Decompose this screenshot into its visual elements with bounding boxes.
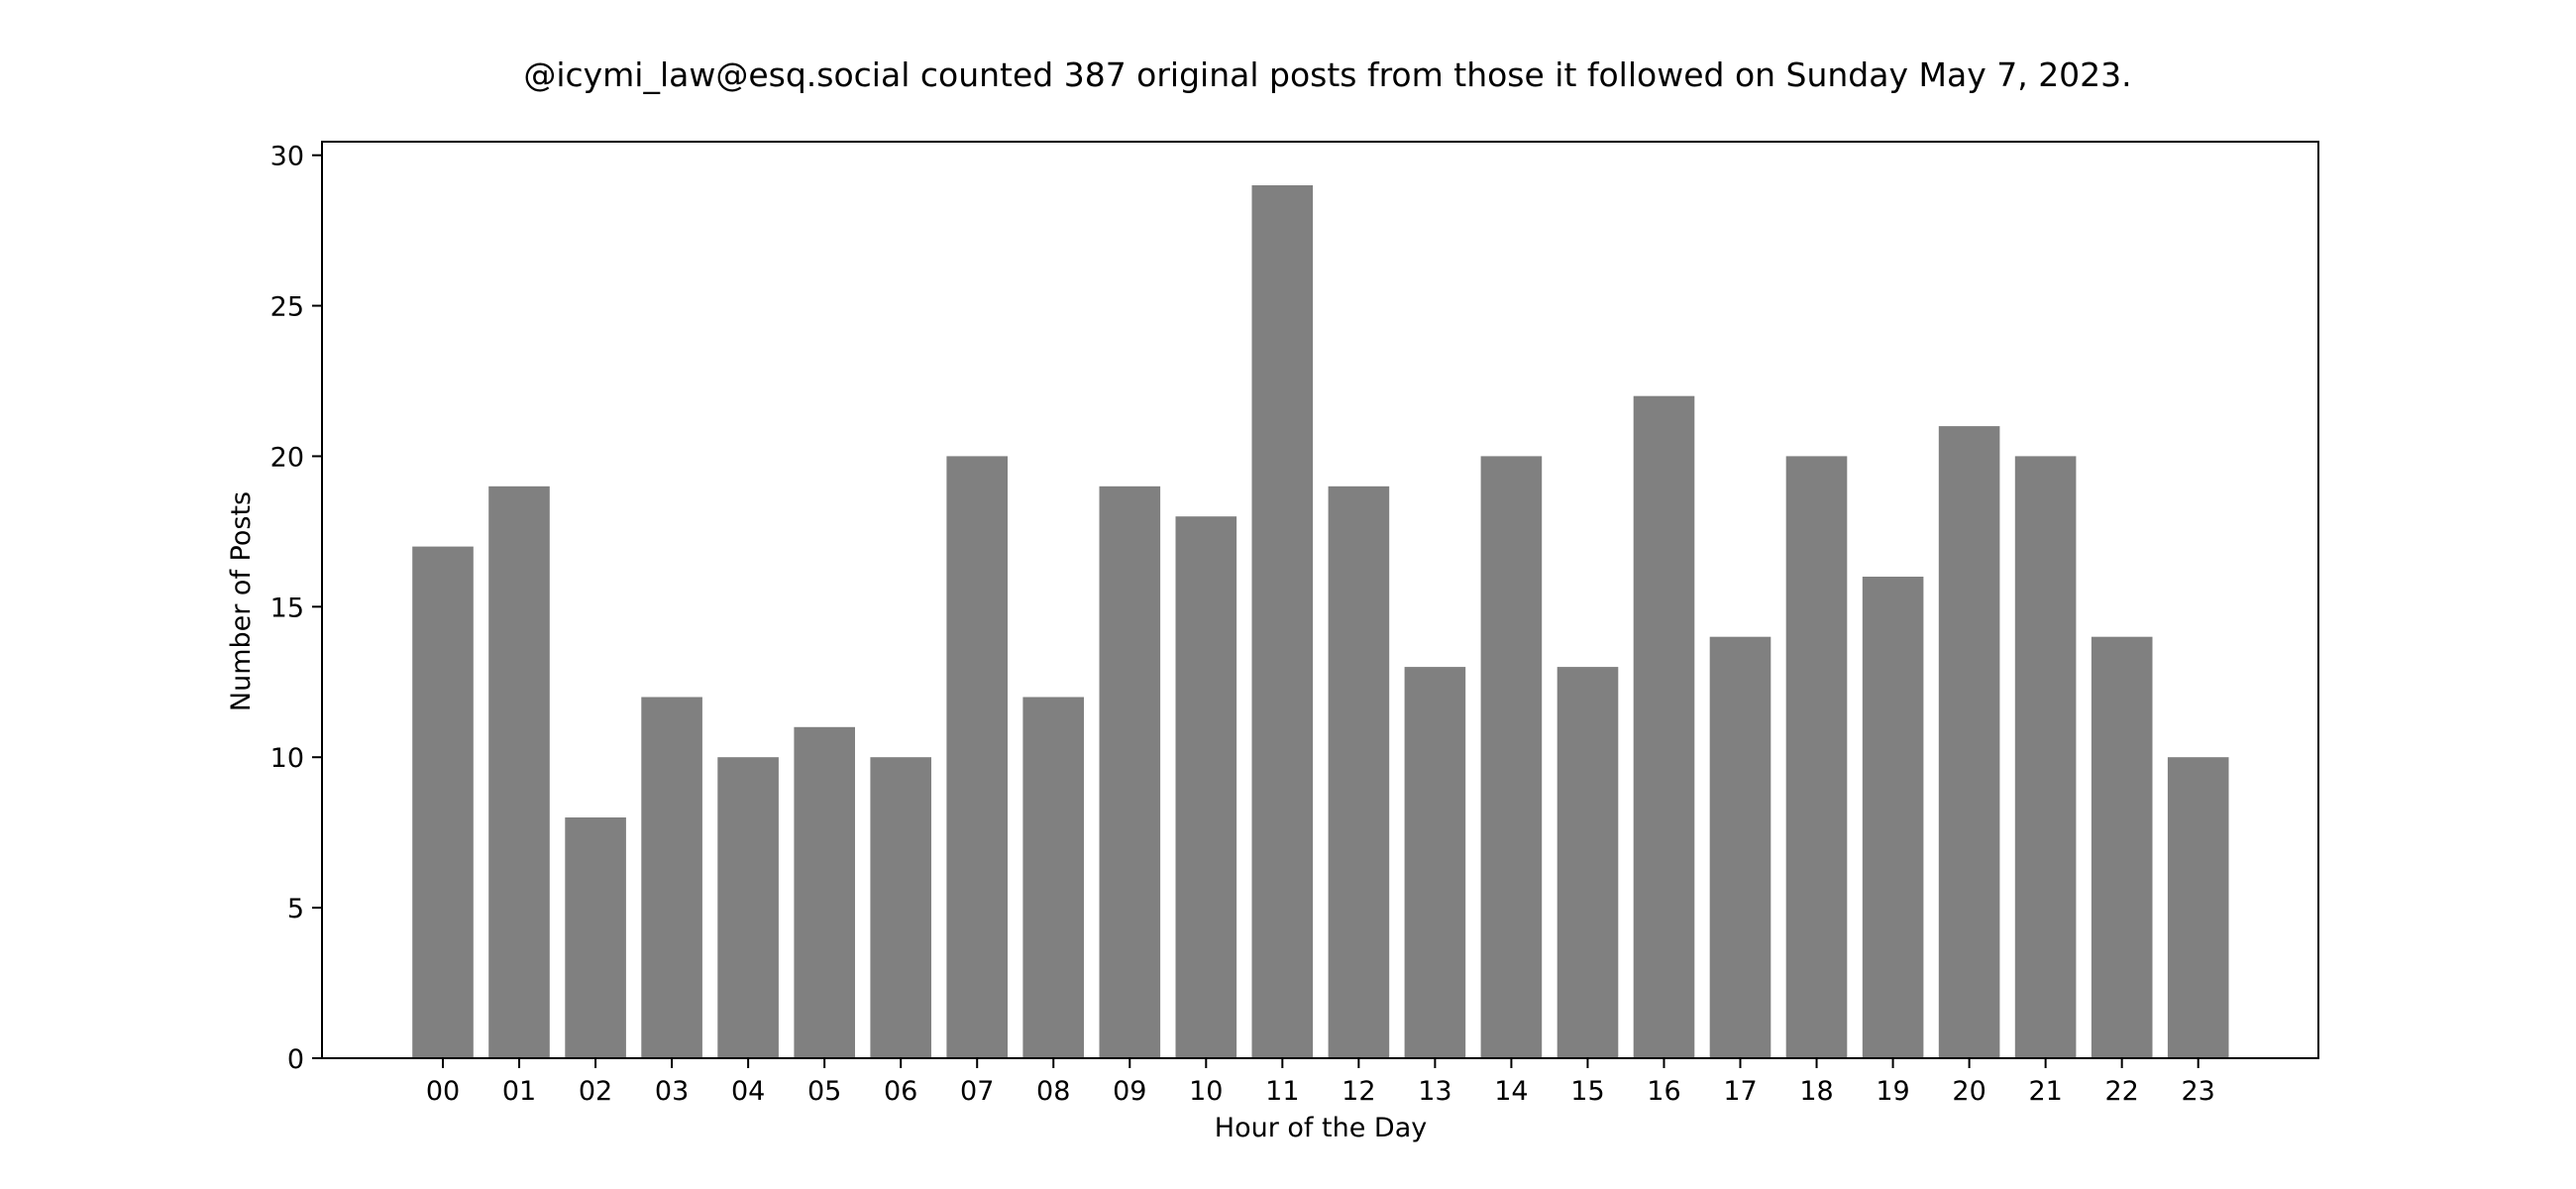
x-tick-label: 21 <box>2028 1076 2062 1107</box>
x-tick-label: 02 <box>579 1076 612 1107</box>
bar-10 <box>1175 516 1237 1058</box>
x-tick-label: 01 <box>502 1076 536 1107</box>
bar-18 <box>1785 456 1848 1058</box>
bar-15 <box>1556 667 1619 1058</box>
bar-13 <box>1404 667 1466 1058</box>
bar-02 <box>565 817 626 1058</box>
y-tick-label: 25 <box>270 292 304 323</box>
x-tick-label: 05 <box>807 1076 841 1107</box>
bar-14 <box>1480 456 1543 1058</box>
bar-22 <box>2091 636 2153 1058</box>
x-tick-label: 17 <box>1723 1076 1757 1107</box>
y-tick-label: 30 <box>270 142 304 172</box>
bar-12 <box>1328 486 1390 1058</box>
chart-title: @icymi_law@esq.social counted 387 origin… <box>523 55 2132 94</box>
x-tick-label: 20 <box>1952 1076 1986 1107</box>
y-axis-label: Number of Posts <box>226 491 257 711</box>
x-tick-label: 15 <box>1570 1076 1604 1107</box>
x-tick-label: 16 <box>1647 1076 1680 1107</box>
bar-11 <box>1251 185 1314 1058</box>
x-tick-label: 10 <box>1189 1076 1223 1107</box>
bar-07 <box>946 456 1008 1058</box>
y-tick-label: 0 <box>287 1044 304 1075</box>
bar-17 <box>1709 636 1771 1058</box>
y-tick-label: 20 <box>270 442 304 473</box>
y-axis: 0 5 10 15 20 25 30 <box>270 142 322 1075</box>
x-axis: 00 01 02 03 04 05 06 07 08 09 10 11 12 13 14 15 16 17 18 19… <box>426 1058 2215 1107</box>
x-tick-label: 00 <box>426 1076 460 1107</box>
y-tick-label: 5 <box>287 894 304 924</box>
x-axis-label: Hour of the Day <box>1215 1113 1427 1143</box>
bar-20 <box>1938 426 2000 1059</box>
x-tick-label: 04 <box>731 1076 765 1107</box>
axes-frame <box>321 141 2319 1059</box>
x-tick-label: 23 <box>2182 1076 2215 1107</box>
x-tick-label: 18 <box>1799 1076 1833 1107</box>
bar-03 <box>641 697 702 1058</box>
y-tick-label: 15 <box>270 593 304 623</box>
x-tick-label: 13 <box>1418 1076 1451 1107</box>
bar-08 <box>1022 697 1084 1058</box>
x-tick-label: 11 <box>1265 1076 1299 1107</box>
x-tick-label: 07 <box>960 1076 994 1107</box>
bar-05 <box>794 726 855 1058</box>
y-tick-label: 10 <box>270 743 304 774</box>
x-tick-label: 22 <box>2104 1076 2138 1107</box>
x-tick-label: 08 <box>1036 1076 1070 1107</box>
bar-01 <box>488 486 550 1058</box>
bar-09 <box>1099 486 1161 1058</box>
bar-16 <box>1633 395 1695 1058</box>
x-tick-label: 14 <box>1494 1076 1528 1107</box>
bar-04 <box>717 757 779 1058</box>
x-tick-label: 19 <box>1876 1076 1909 1107</box>
x-tick-label: 03 <box>655 1076 689 1107</box>
x-tick-label: 12 <box>1342 1076 1375 1107</box>
bar-23 <box>2167 757 2229 1058</box>
x-tick-label: 06 <box>884 1076 917 1107</box>
bars-group <box>412 185 2229 1059</box>
bar-06 <box>870 757 931 1058</box>
bar-00 <box>412 546 474 1058</box>
bar-19 <box>1862 577 1924 1058</box>
bar-21 <box>2014 456 2077 1058</box>
x-tick-label: 09 <box>1113 1076 1146 1107</box>
